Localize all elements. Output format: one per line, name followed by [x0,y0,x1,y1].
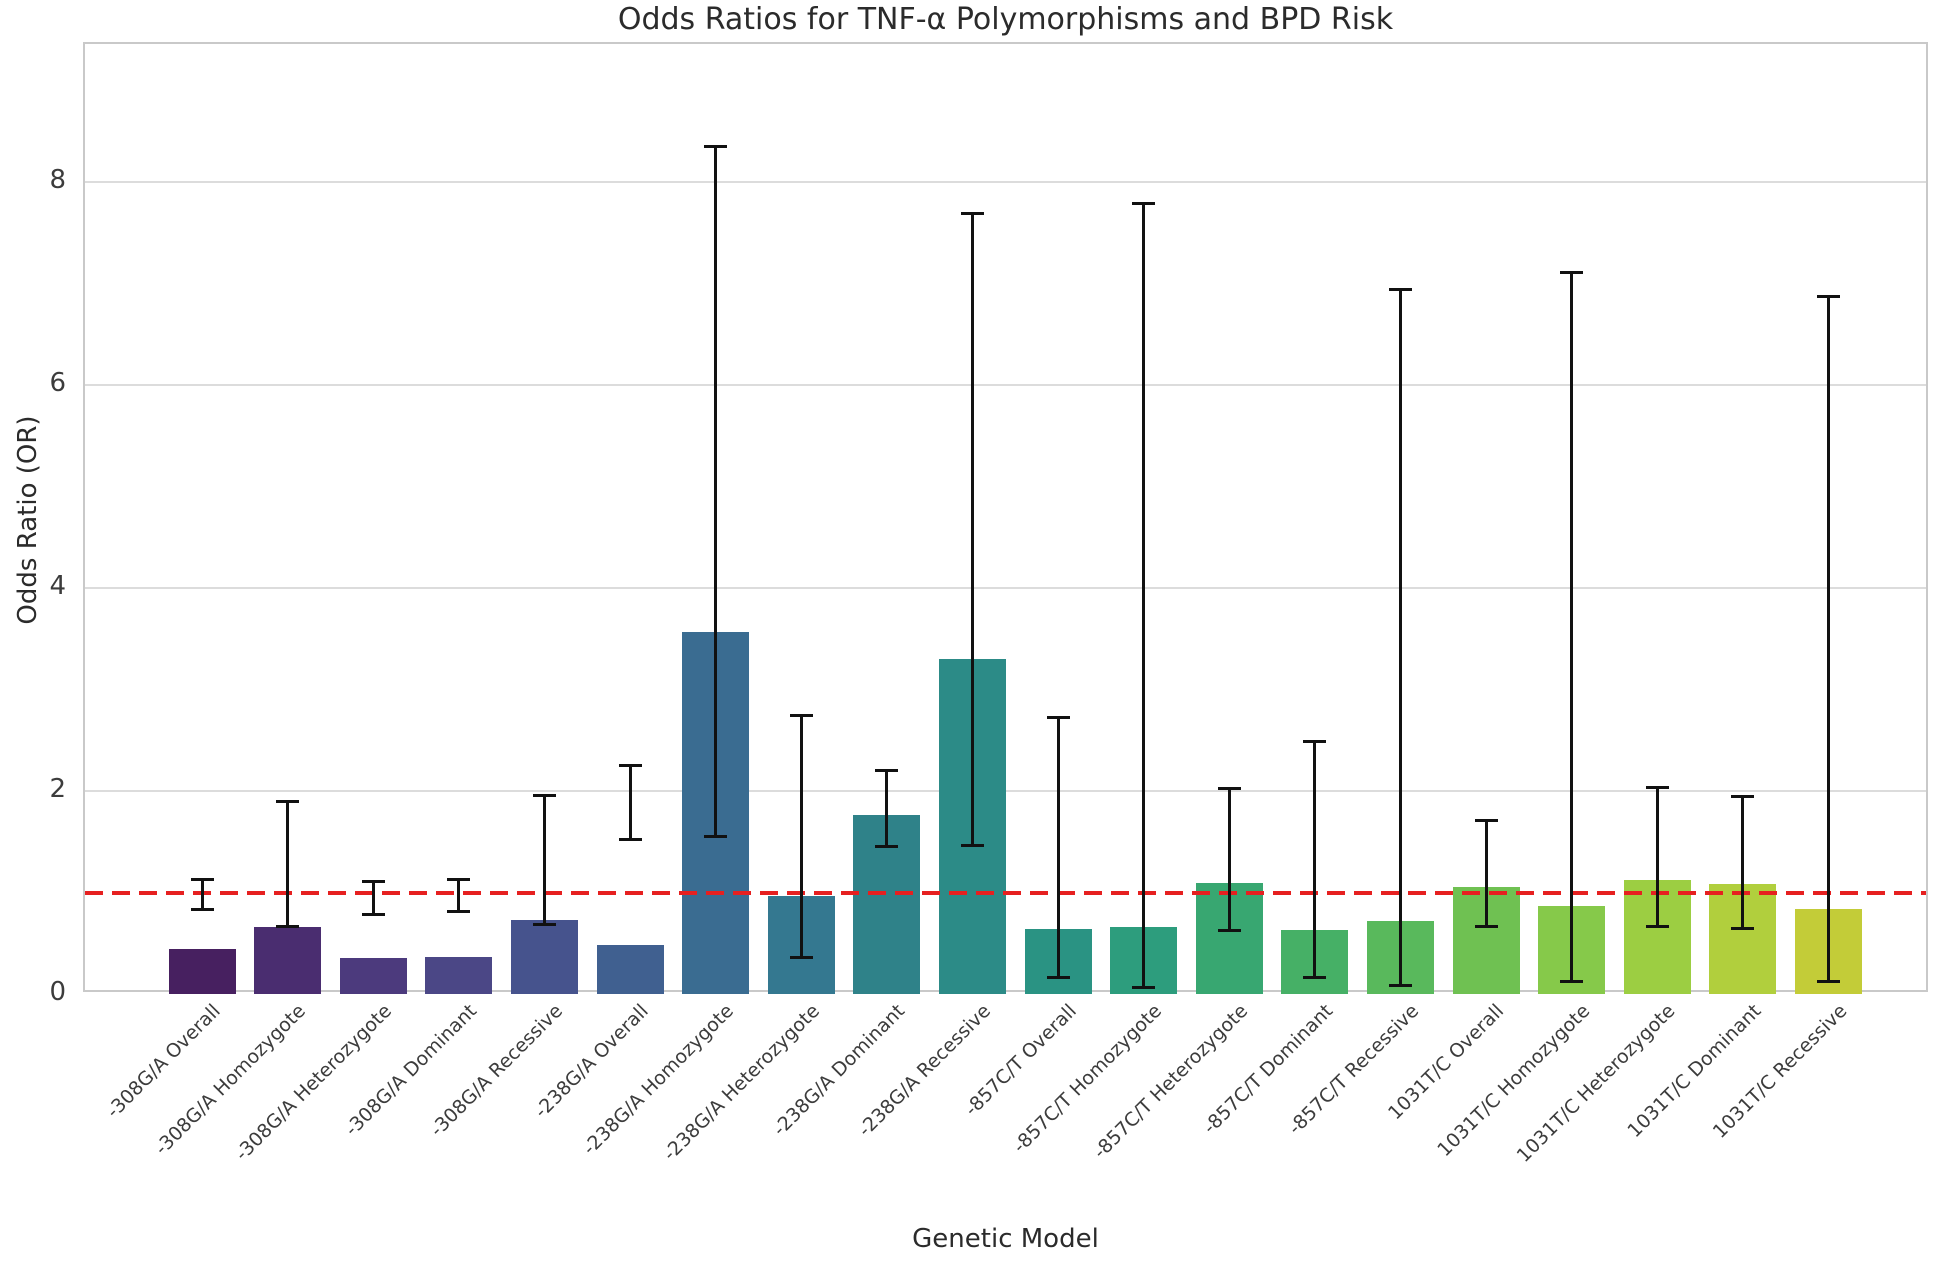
errorbar-cap-bottom--857c-t-dominant [1303,975,1327,979]
x-tick-label-1031t-c-heterozygote: 1031T/C Heterozygote [1512,1000,1680,1167]
y-tick-label-4: 4 [49,571,66,602]
y-tick-label-0: 0 [49,977,66,1007]
errorbar-cap-bottom-1031t-c-recessive [1816,979,1840,983]
errorbar-cap-bottom--857c-t-heterozygote [1217,929,1241,933]
x-tick-label--238g-a-homozygote: -238G/A Homozygote [578,1000,739,1160]
reference-line-or-1 [85,890,1926,895]
errorbar-cap-top--238g-a-homozygote [704,145,728,149]
errorbar-cap-top--857c-t-recessive [1388,287,1412,291]
errorbar-cap-top--857c-t-homozygote [1132,202,1156,206]
bar--308g-a-recessive [510,919,578,994]
gridline-y-4 [85,587,1926,590]
errorbar-stem--238g-a-recessive [970,212,974,847]
errorbar-cap-top-1031t-c-dominant [1731,795,1755,799]
errorbar-cap-bottom-1031t-c-dominant [1731,927,1755,931]
errorbar-cap-top--308g-a-homozygote [276,800,300,804]
errorbar-cap-bottom-1031t-c-heterozygote [1645,925,1669,929]
errorbar-cap-top--308g-a-heterozygote [361,880,385,884]
bar--308g-a-homozygote [254,927,322,994]
errorbar-cap-top--308g-a-overall [190,878,214,882]
errorbar-cap-top-1031t-c-overall [1474,819,1498,823]
errorbar-stem--857c-t-overall [1056,715,1060,979]
errorbar-cap-bottom--238g-a-homozygote [704,834,728,838]
errorbar-stem-1031t-c-heterozygote [1655,785,1659,929]
errorbar-cap-bottom--308g-a-recessive [532,922,556,926]
errorbar-stem--857c-t-recessive [1398,287,1402,987]
bar--308g-a-dominant [425,957,493,994]
errorbar-stem-1031t-c-dominant [1741,795,1745,931]
errorbar-cap-bottom--857c-t-overall [1046,975,1070,979]
errorbar-stem--238g-a-heterozygote [799,713,803,960]
bar--308g-a-overall [168,949,236,994]
errorbar-cap-bottom--308g-a-dominant [447,909,471,913]
errorbar-cap-bottom--238g-a-heterozygote [789,956,813,960]
errorbar-stem--857c-t-homozygote [1142,202,1146,989]
errorbar-cap-top--857c-t-overall [1046,715,1070,719]
errorbar-stem--308g-a-recessive [542,794,546,926]
bar--238g-a-overall [596,945,664,994]
errorbar-cap-bottom--238g-a-recessive [960,843,984,847]
errorbar-stem-1031t-c-recessive [1826,294,1830,983]
errorbar-stem--308g-a-homozygote [286,800,290,929]
errorbar-cap-top--238g-a-recessive [960,212,984,216]
errorbar-stem--857c-t-heterozygote [1227,786,1231,933]
errorbar-cap-bottom--308g-a-heterozygote [361,912,385,916]
gridline-y-8 [85,181,1926,184]
errorbar-cap-top--857c-t-dominant [1303,740,1327,744]
errorbar-stem--857c-t-dominant [1313,740,1317,979]
errorbar-stem-1031t-c-overall [1484,819,1488,929]
x-tick-label--857c-t-homozygote: -857C/T Homozygote [1008,1000,1167,1158]
errorbar-cap-bottom--238g-a-dominant [875,844,899,848]
bar--308g-a-heterozygote [339,958,407,994]
x-tick-label--857c-t-heterozygote: -857C/T Heterozygote [1088,1000,1252,1164]
errorbar-stem-1031t-c-homozygote [1570,271,1574,983]
errorbar-stem--238g-a-overall [628,763,632,841]
y-tick-label-6: 6 [49,368,66,399]
y-tick-label-2: 2 [49,774,66,804]
errorbar-stem--308g-a-overall [200,878,204,911]
chart-title: Odds Ratios for TNF-α Polymorphisms and … [617,2,1394,37]
x-axis-label: Genetic Model [912,1224,1099,1254]
errorbar-cap-top--238g-a-overall [618,763,642,767]
errorbar-stem--308g-a-dominant [457,878,461,913]
errorbar-cap-bottom--308g-a-homozygote [276,925,300,929]
gridline-y-6 [85,384,1926,387]
errorbar-cap-top-1031t-c-heterozygote [1645,785,1669,789]
errorbar-cap-top--308g-a-recessive [532,794,556,798]
errorbar-cap-bottom-1031t-c-homozygote [1560,979,1584,983]
errorbar-stem--238g-a-dominant [885,768,889,848]
errorbar-cap-top--238g-a-heterozygote [789,713,813,717]
plot-area [83,42,1928,994]
x-tick-label--238g-a-heterozygote: -238G/A Heterozygote [658,1000,824,1166]
errorbar-cap-bottom-1031t-c-overall [1474,925,1498,929]
errorbar-cap-bottom--857c-t-homozygote [1132,985,1156,989]
errorbar-stem--308g-a-heterozygote [371,880,375,916]
errorbar-cap-top-1031t-c-homozygote [1560,271,1584,275]
errorbar-cap-top-1031t-c-recessive [1816,294,1840,298]
x-tick-label-1031t-c-homozygote: 1031T/C Homozygote [1433,1000,1595,1162]
errorbar-cap-top--308g-a-dominant [447,878,471,882]
errorbar-cap-top--238g-a-dominant [875,768,899,772]
y-tick-label-8: 8 [49,165,66,196]
x-tick-label--308g-a-homozygote: -308G/A Homozygote [150,1000,311,1160]
errorbar-cap-bottom--857c-t-recessive [1388,983,1412,987]
errorbar-stem--238g-a-homozygote [714,145,718,838]
errorbar-cap-top--857c-t-heterozygote [1217,786,1241,790]
x-tick-label--308g-a-heterozygote: -308G/A Heterozygote [230,1000,396,1166]
errorbar-cap-bottom--308g-a-overall [190,907,214,911]
errorbar-cap-bottom--238g-a-overall [618,837,642,841]
